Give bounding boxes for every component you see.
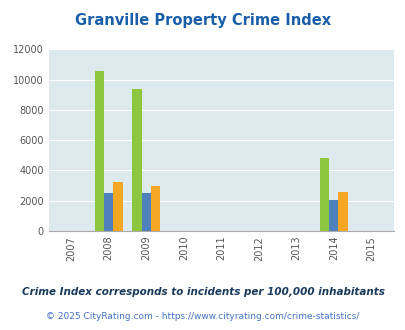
Text: Crime Index corresponds to incidents per 100,000 inhabitants: Crime Index corresponds to incidents per… <box>21 287 384 297</box>
Bar <box>113 182 122 231</box>
Bar <box>151 186 160 231</box>
Text: © 2025 CityRating.com - https://www.cityrating.com/crime-statistics/: © 2025 CityRating.com - https://www.city… <box>46 312 359 321</box>
Bar <box>338 192 347 231</box>
Bar <box>94 71 104 231</box>
Bar <box>132 89 141 231</box>
Text: Granville Property Crime Index: Granville Property Crime Index <box>75 13 330 28</box>
Bar <box>141 193 151 231</box>
Bar <box>104 193 113 231</box>
Bar <box>328 200 338 231</box>
Bar <box>319 158 328 231</box>
